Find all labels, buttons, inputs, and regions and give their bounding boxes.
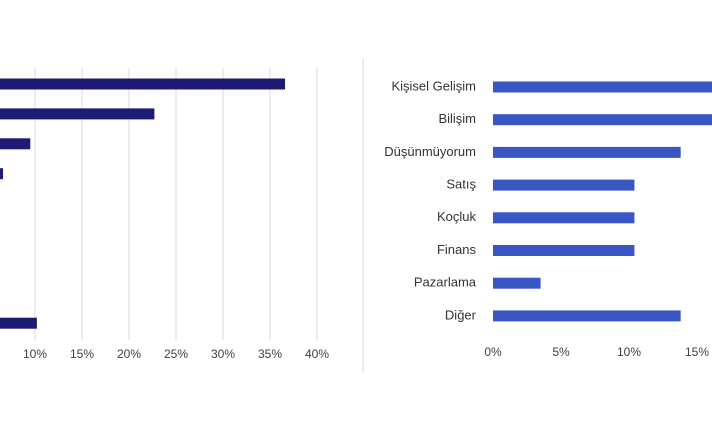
bar xyxy=(0,317,37,329)
bar xyxy=(493,179,635,191)
bar xyxy=(0,78,286,90)
category-label: Diğer xyxy=(445,307,477,322)
category-label: Satış xyxy=(446,177,476,192)
bar xyxy=(0,108,155,120)
x-tick-label: 10% xyxy=(23,347,47,361)
bar xyxy=(493,146,681,158)
bar xyxy=(493,245,635,256)
x-tick-label: 15% xyxy=(685,345,709,359)
x-tick-label: 15% xyxy=(70,347,94,361)
bar xyxy=(0,138,31,150)
x-tick-label: 25% xyxy=(164,347,188,361)
bar xyxy=(493,277,541,289)
bar xyxy=(493,212,635,224)
category-label: Düşünmüyorum xyxy=(384,144,476,159)
category-label: Koçluk xyxy=(437,209,477,224)
category-label: Pazarlama xyxy=(414,275,477,290)
bar xyxy=(493,81,712,93)
category-label: Finans xyxy=(437,242,477,257)
category-label: Kişisel Gelişim xyxy=(391,78,476,93)
x-tick-label: 35% xyxy=(258,347,282,361)
x-tick-label: 10% xyxy=(617,345,641,359)
bar xyxy=(0,168,4,180)
x-tick-label: 0% xyxy=(484,345,502,359)
bar xyxy=(493,310,681,322)
bar xyxy=(493,114,712,126)
x-tick-label: 40% xyxy=(305,347,329,361)
x-tick-label: 20% xyxy=(117,347,141,361)
category-label: Bilişim xyxy=(438,111,476,126)
x-tick-label: 5% xyxy=(552,345,570,359)
x-tick-label: 30% xyxy=(211,347,235,361)
